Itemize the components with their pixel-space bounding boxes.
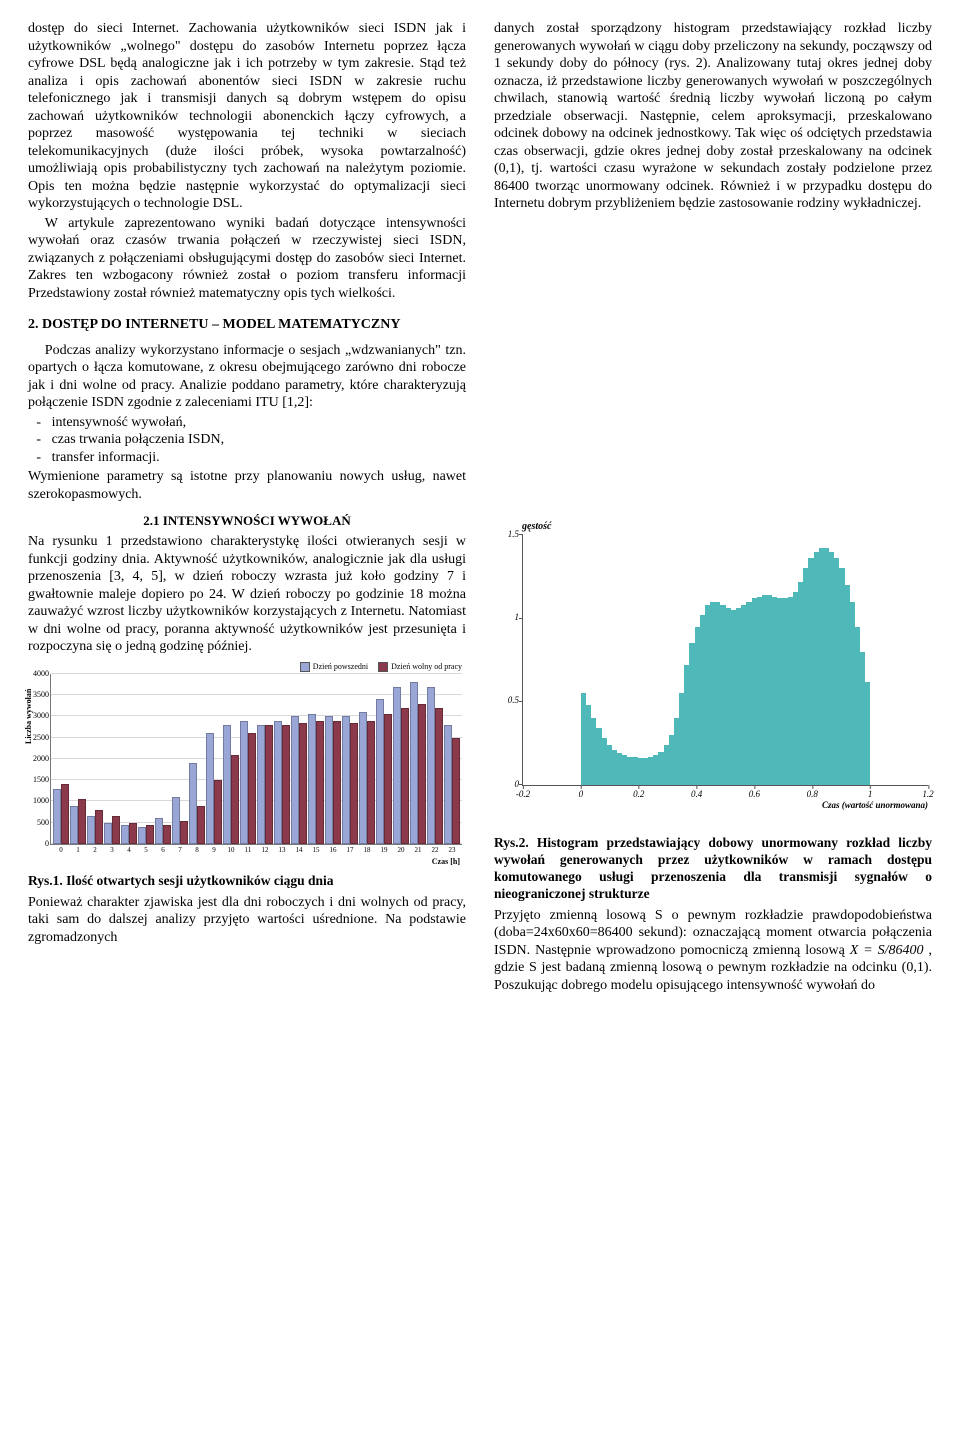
param-list: intensywność wywołań, czas trwania połąc… [28,414,466,467]
chart2-plot: 00.511.5-0.200.20.40.60.811.2 [522,535,928,786]
para: Na rysunku 1 przedstawiono charakterysty… [28,533,466,656]
left-column: dostęp do sieci Internet. Zachowania uży… [28,20,466,996]
figure-2: gęstość 00.511.5-0.200.20.40.60.811.2 Cz… [494,521,932,812]
legend-label-a: Dzień powszedni [313,662,368,671]
figure-1-caption: Rys.1. Ilość otwartych sesji użytkownikó… [28,873,466,890]
section-2-title: 2. DOSTĘP DO INTERNETU – MODEL MATEMATYC… [28,316,466,334]
section-2-1-title: 2.1 INTENSYWNOŚCI WYWOŁAŃ [28,513,466,529]
chart1-xlabel: Czas [h] [28,857,460,867]
chart1-plot: 01234567891011121314151617181920212223 0… [50,674,462,845]
list-item: transfer informacji. [28,449,466,467]
legend-swatch-a [300,662,310,672]
two-column-layout: dostęp do sieci Internet. Zachowania uży… [28,20,932,996]
list-item: czas trwania połączenia ISDN, [28,431,466,449]
para: dostęp do sieci Internet. Zachowania uży… [28,20,466,213]
chart1-bars: 01234567891011121314151617181920212223 [51,674,462,844]
fig1-label: Rys.1. Ilość otwartych sesji użytkownikó… [28,873,334,888]
chart2-xlabel: Czas (wartość unormowana) [494,800,928,811]
formula: X = S/86400 [850,943,924,958]
para: Ponieważ charakter zjawiska jest dla dni… [28,894,466,947]
chart1-legend: Dzień powszedni Dzień wolny od pracy [28,662,466,672]
legend-swatch-b [378,662,388,672]
chart2-title: gęstość [522,521,932,534]
figure-1: Dzień powszedni Dzień wolny od pracy Lic… [28,662,466,867]
fig2-label: Rys.2. Histogram przedstawiający dobowy … [494,835,932,901]
legend-label-b: Dzień wolny od pracy [391,662,462,671]
list-item: intensywność wywołań, [28,414,466,432]
right-column: danych został sporządzony histogram prze… [494,20,932,996]
para: W artykule zaprezentowano wyniki badań d… [28,215,466,303]
para: Podczas analizy wykorzystano informacje … [28,342,466,412]
para: Wymienione parametry są istotne przy pla… [28,468,466,503]
para: danych został sporządzony histogram prze… [494,20,932,213]
para: Przyjęto zmienną losową S o pewnym rozkł… [494,907,932,995]
figure-2-caption: Rys.2. Histogram przedstawiający dobowy … [494,835,932,903]
